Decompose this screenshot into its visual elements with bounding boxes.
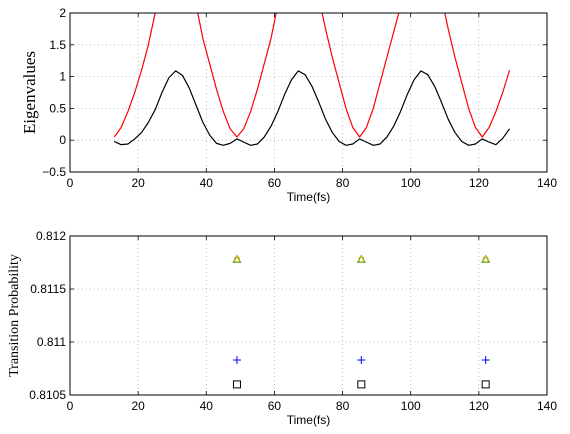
black-eigenvalue-line	[114, 70, 511, 146]
x-tick-label: 120	[469, 176, 489, 190]
square-marker	[481, 380, 490, 389]
y-tick-label: 0.812	[36, 229, 66, 243]
x-tick-label: 120	[469, 399, 489, 413]
y-tick-label: 0.8115	[30, 282, 66, 296]
y-axis-label: Eigenvalues	[20, 51, 39, 134]
y-tick-label: 1	[59, 70, 66, 84]
circle-marker	[482, 256, 489, 263]
x-tick-label: 20	[131, 176, 145, 190]
x-tick-label: 0	[67, 176, 74, 190]
x-axis-label: Time(fs)	[287, 190, 331, 204]
square-marker	[232, 380, 241, 389]
red-eigenvalue-line	[113, 13, 511, 138]
x-tick-label: 0	[67, 399, 74, 413]
y-tick-label: 2	[59, 6, 66, 20]
x-tick-label: 140	[537, 399, 557, 413]
y-tick-label: 0	[59, 133, 66, 147]
circle-marker	[233, 256, 241, 263]
axes-box	[69, 12, 548, 173]
transition-probability-plot: 0 20 40 60 80 100 120 140 0.8105 0.811 0.8115 0.812…	[7, 229, 557, 427]
x-axis-label: Time(fs)	[287, 413, 331, 427]
x-tick-label: 20	[131, 399, 145, 413]
axes-box	[69, 235, 548, 396]
y-tick-label: 0.5	[49, 101, 66, 115]
x-tick-label: 80	[336, 399, 350, 413]
y-axis-label: Transition Probability	[7, 254, 22, 377]
x-tick-label: 60	[268, 399, 282, 413]
eigenvalues-plot: 0 20 40 60 80 100 120 140−0.500.511.52Time(fs)E…	[20, 6, 557, 204]
x-tick-label: 60	[268, 176, 282, 190]
plot-data-layer	[113, 13, 511, 146]
x-tick-label: 140	[537, 176, 557, 190]
x-tick-label: 100	[401, 176, 421, 190]
plot-data-layer	[232, 254, 491, 389]
y-tick-label: −0.5	[42, 165, 66, 179]
circle-marker	[358, 256, 365, 263]
x-tick-label: 100	[401, 399, 421, 413]
x-tick-label: 40	[200, 176, 214, 190]
x-tick-label: 80	[336, 176, 350, 190]
y-tick-label: 0.8105	[29, 388, 66, 402]
x-tick-label: 40	[200, 399, 214, 413]
y-tick-label: 0.811	[37, 335, 66, 349]
y-tick-label: 1.5	[49, 38, 66, 52]
square-marker	[357, 380, 366, 389]
